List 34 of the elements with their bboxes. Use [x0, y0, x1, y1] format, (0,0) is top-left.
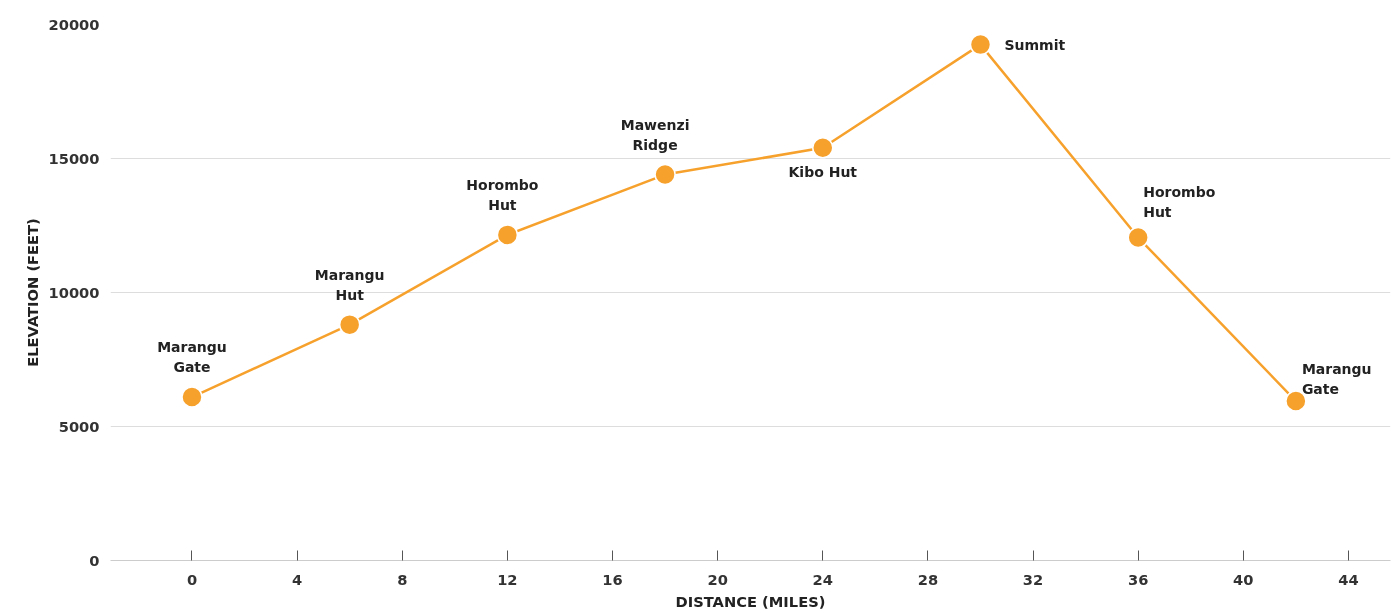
x-tick-label: 24 — [812, 570, 833, 588]
x-tick-label: 8 — [397, 570, 408, 588]
y-tick-label: 20000 — [48, 15, 100, 33]
annotation: Kibo Hut — [788, 163, 858, 180]
y-tick-label: 15000 — [48, 149, 100, 167]
x-tick-label: 4 — [292, 570, 303, 588]
y-tick-label: 5000 — [58, 417, 100, 435]
y-tick-label: 0 — [89, 551, 100, 569]
x-tick-label: 40 — [1233, 570, 1254, 588]
point — [969, 33, 992, 56]
x-axis-title: DISTANCE (MILES) — [675, 592, 826, 610]
x-tick-label: 0 — [186, 570, 198, 588]
x-tick-label: 12 — [497, 570, 518, 588]
y-tick-label: 10000 — [48, 283, 100, 301]
x-tick-label: 28 — [917, 570, 939, 588]
point — [812, 137, 834, 159]
x-tick-label: 16 — [602, 570, 623, 588]
point — [181, 386, 203, 408]
point — [496, 224, 519, 246]
point — [654, 163, 676, 186]
annotation: Marangu Gate — [1301, 361, 1372, 398]
y-axis-title: ELEVATION (FEET) — [23, 218, 41, 367]
x-tick-label: 20 — [707, 570, 728, 588]
annotation: Marangu Hut — [314, 266, 385, 303]
annotation: Marangu Gate — [157, 339, 227, 376]
annotation: Mawenzi Ridge — [620, 116, 690, 153]
x-tick-label: 36 — [1127, 570, 1149, 588]
point — [338, 313, 361, 336]
annotation: Horombo Hut — [466, 176, 539, 213]
annotation: Horombo Hut — [1143, 183, 1216, 220]
point — [1127, 226, 1149, 249]
x-tick-label: 44 — [1338, 570, 1359, 588]
annotation: Summit — [1004, 36, 1066, 53]
x-tick-label: 32 — [1022, 570, 1044, 588]
